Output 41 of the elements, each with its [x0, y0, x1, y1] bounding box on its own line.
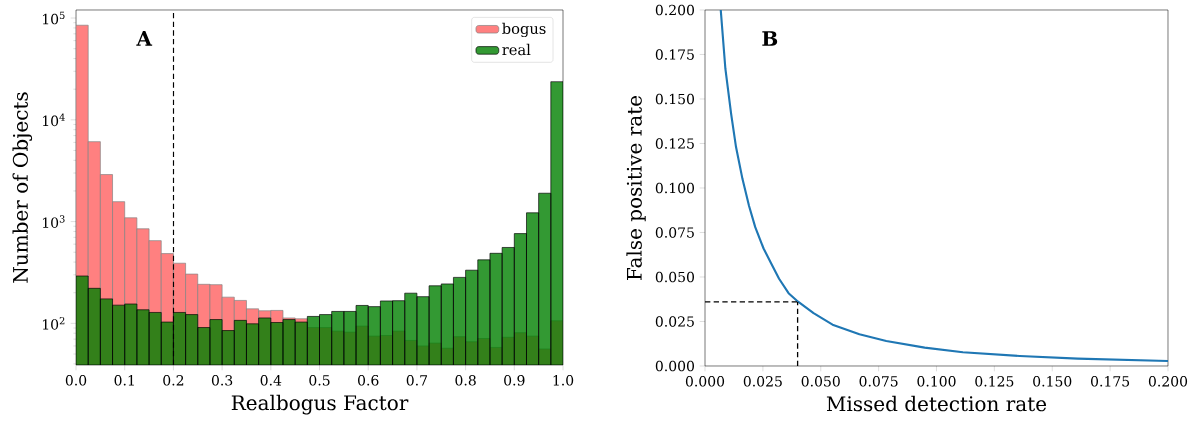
x-tick-label: 0.7 [406, 375, 428, 386]
y-tick-label: 0.000 [655, 360, 695, 372]
x-tick-label: 0.000 [685, 376, 725, 387]
x-tick-label: 1.0 [553, 375, 574, 386]
x-axis-title: Missed detection rate [826, 395, 1047, 412]
y-tick-label: 0.200 [655, 4, 695, 16]
y-tick-label: 0.175 [655, 49, 694, 60]
y-axis-title: False positive rate [626, 95, 646, 280]
x-tick-label: 0.200 [1148, 376, 1188, 387]
y-tick-label: 0.025 [655, 316, 694, 327]
x-axis-title: Realbogus Factor [231, 394, 409, 415]
y-tick-label: 10$^{2}$ [42, 316, 65, 330]
y-axis-title: Number of Objects [12, 92, 33, 283]
y-tick-label: 10$^{5}$ [42, 11, 65, 25]
x-tick-label: 0.175 [1091, 376, 1130, 387]
annotation: B [762, 31, 778, 46]
x-tick-label: 0.100 [917, 376, 956, 387]
x-tick-label: 0.025 [743, 376, 782, 387]
y-tick-label: 0.100 [655, 182, 695, 194]
y-tick-label: 0.150 [655, 93, 695, 105]
x-tick-label: 0.150 [1033, 376, 1072, 387]
x-tick-label: 0.1 [114, 375, 134, 386]
legend-label: bogus [502, 22, 546, 38]
y-tick-label: 10$^{3}$ [42, 215, 65, 228]
x-tick-label: 0.3 [211, 375, 233, 386]
x-tick-label: 0.125 [975, 376, 1014, 387]
x-tick-label: 0.5 [309, 375, 330, 386]
x-tick-label: 0.4 [260, 375, 282, 386]
x-tick-label: 0.0 [65, 375, 87, 386]
y-tick-label: 0.125 [655, 138, 694, 149]
x-tick-label: 0.2 [163, 375, 184, 386]
y-tick-label: 0.075 [655, 227, 694, 238]
x-tick-label: 0.6 [358, 375, 379, 386]
y-tick-label: 0.050 [655, 271, 695, 283]
x-tick-label: 0.050 [801, 376, 840, 387]
annotation: A [136, 31, 153, 46]
x-tick-label: 0.8 [455, 375, 476, 386]
x-tick-label: 0.9 [504, 375, 525, 386]
y-tick-label: 10$^{4}$ [42, 113, 65, 127]
x-tick-label: 0.075 [859, 376, 898, 387]
legend-label: real [502, 43, 531, 56]
